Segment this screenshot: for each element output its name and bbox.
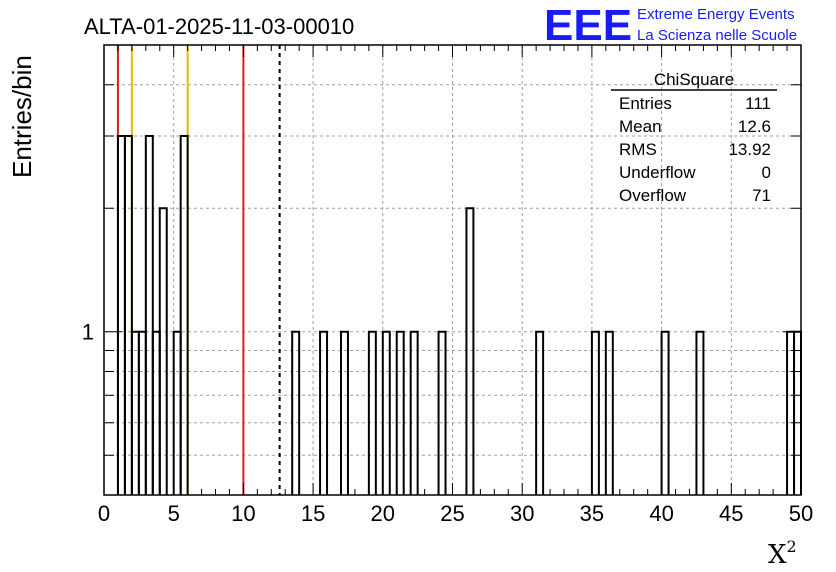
histogram-bin: [590, 330, 600, 495]
histogram-bin: [158, 207, 168, 495]
y-tick-labels: 1: [82, 320, 94, 345]
histogram-bin: [179, 135, 189, 495]
histogram-bin: [137, 330, 147, 495]
histogram-bin: [381, 330, 391, 495]
y-tick-label: 1: [82, 320, 94, 345]
histogram-bin: [604, 330, 614, 495]
x-tick-label: 40: [649, 501, 673, 526]
x-tick-label: 25: [440, 501, 464, 526]
x-tick-label: 20: [371, 501, 395, 526]
histogram-bins: [116, 135, 802, 495]
stats-value-mean: 12.6: [738, 117, 771, 136]
histogram-bin: [660, 330, 670, 495]
x-tick-label: 0: [98, 501, 110, 526]
histogram-bin: [144, 135, 154, 495]
histogram-bin: [437, 330, 447, 495]
histogram-bin: [695, 330, 705, 495]
histogram-bin: [123, 135, 133, 495]
stats-value-overflow: 71: [752, 186, 771, 205]
logo-mark: EEE: [544, 1, 632, 50]
x-tick-label: 10: [231, 501, 255, 526]
histogram-bin: [172, 330, 182, 495]
x-tick-label: 5: [168, 501, 180, 526]
logo-line-2: La Scienza nelle Scuole: [637, 27, 797, 44]
stats-value-underflow: 0: [762, 163, 771, 182]
x-tick-label: 35: [580, 501, 604, 526]
x-tick-labels: 0 5 10 15 20 25 30 35 40 45 50: [98, 501, 813, 526]
histogram-bin: [409, 330, 419, 495]
stats-value-entries: 111: [745, 94, 771, 113]
histogram-bin: [130, 330, 140, 495]
grid-lines: [104, 45, 801, 495]
x-axis-label: X2: [768, 537, 797, 570]
stats-label-overflow: Overflow: [619, 186, 687, 205]
histogram-bin: [465, 207, 475, 495]
chart-title: ALTA-01-2025-11-03-00010: [84, 14, 354, 39]
stats-label-rms: RMS: [619, 140, 657, 159]
x-tick-label: 45: [719, 501, 743, 526]
stats-label-underflow: Underflow: [619, 163, 696, 182]
stats-label-mean: Mean: [619, 117, 662, 136]
histogram-bin: [291, 330, 301, 495]
x-tick-label: 30: [510, 501, 534, 526]
stats-box: ChiSquare Entries 111 Mean 12.6 RMS 13.9…: [611, 70, 777, 205]
x-tick-label: 15: [301, 501, 325, 526]
stats-value-rms: 13.92: [728, 140, 771, 159]
histogram-bin: [367, 330, 377, 495]
histogram-bin: [786, 330, 796, 495]
reference-lines: [116, 45, 281, 495]
histogram-bin: [151, 330, 161, 495]
eee-logo: EEE Extreme Energy Events La Scienza nel…: [544, 1, 797, 50]
stats-title: ChiSquare: [654, 70, 734, 89]
logo-line-1: Extreme Energy Events: [637, 6, 795, 23]
histogram-bin: [319, 330, 329, 495]
y-axis-label: Entries/bin: [7, 55, 37, 178]
stats-label-entries: Entries: [619, 94, 672, 113]
axes: [103, 44, 802, 496]
histogram-bin: [395, 330, 405, 495]
histogram-bin: [116, 135, 126, 495]
x-tick-label: 50: [789, 501, 813, 526]
histogram-bin: [535, 330, 545, 495]
histogram-bin: [339, 330, 349, 495]
histogram-bin: [793, 330, 802, 495]
